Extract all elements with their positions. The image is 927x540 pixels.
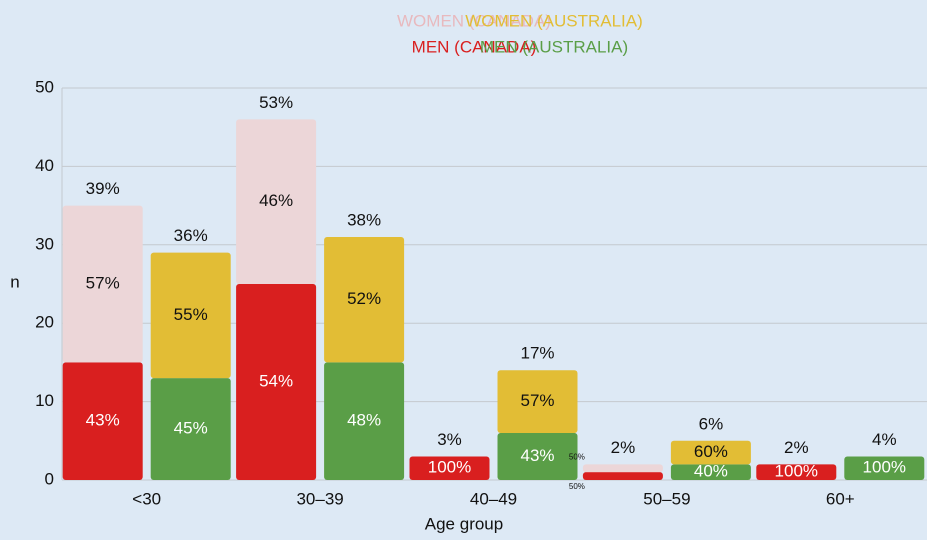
segment-label: 43% xyxy=(520,446,554,465)
x-tick-label: 40–49 xyxy=(470,489,517,508)
bar-segment xyxy=(497,432,578,480)
stack-total-label: 38% xyxy=(347,210,381,229)
legend-entry: WOMEN (CANADA) xyxy=(397,11,551,30)
bar-segment xyxy=(62,362,143,480)
segment-label: 57% xyxy=(520,391,554,410)
segment-label: 60% xyxy=(694,442,728,461)
stack-total-label: 2% xyxy=(784,438,809,457)
segment-label: 40% xyxy=(694,462,728,481)
stack-total-label: 53% xyxy=(259,93,293,112)
bar-segment xyxy=(324,362,405,480)
segment-label: 50% xyxy=(569,452,585,461)
segment-label: 43% xyxy=(86,411,120,430)
bar-segment xyxy=(670,440,751,465)
segment-label: 100% xyxy=(428,458,471,477)
legend-entry: MEN (CANADA) xyxy=(412,37,537,56)
bar-segment xyxy=(62,205,143,363)
bar-segment xyxy=(409,456,490,480)
y-tick-label: 30 xyxy=(35,234,54,253)
stack-total-label: 36% xyxy=(174,226,208,245)
segment-label: 48% xyxy=(347,411,381,430)
x-tick-label: 60+ xyxy=(826,489,855,508)
y-tick-label: 50 xyxy=(35,77,54,96)
y-axis-label: n xyxy=(10,272,19,291)
segment-label: 50% xyxy=(569,482,585,491)
y-tick-label: 40 xyxy=(35,156,54,175)
x-tick-label: 50–59 xyxy=(643,489,690,508)
bar-segment xyxy=(582,472,663,480)
segment-label: 55% xyxy=(174,305,208,324)
bar-segment xyxy=(236,284,317,480)
bar-segment xyxy=(150,252,231,379)
x-tick-label: <30 xyxy=(132,489,161,508)
bar-segment xyxy=(150,378,231,480)
segment-label: 100% xyxy=(863,458,906,477)
segment-label: 45% xyxy=(174,419,208,438)
segment-label: 46% xyxy=(259,191,293,210)
stack-total-label: 39% xyxy=(86,179,120,198)
stack-total-label: 3% xyxy=(437,430,462,449)
y-tick-label: 10 xyxy=(35,391,54,410)
bar-segment xyxy=(324,236,405,363)
legend-entry: MEN (AUSTRALIA) xyxy=(480,37,628,56)
stack-total-label: 17% xyxy=(520,344,554,363)
y-tick-label: 20 xyxy=(35,313,54,332)
legend-entry: WOMEN (AUSTRALIA) xyxy=(465,11,643,30)
stack-total-label: 6% xyxy=(699,414,724,433)
segment-label: 54% xyxy=(259,371,293,390)
x-tick-label: 30–39 xyxy=(296,489,343,508)
stack-total-label: 2% xyxy=(611,438,636,457)
bar-segment xyxy=(497,370,578,433)
x-axis-label: Age group xyxy=(425,514,503,533)
segment-label: 100% xyxy=(775,462,818,481)
y-tick-label: 0 xyxy=(45,469,54,488)
stack-total-label: 4% xyxy=(872,430,897,449)
bar-segment xyxy=(236,119,317,284)
segment-label: 52% xyxy=(347,289,381,308)
bar-segment xyxy=(756,464,837,480)
bar-segment xyxy=(844,456,925,480)
bar-segment xyxy=(670,464,751,480)
bar-segment xyxy=(582,464,663,473)
segment-label: 57% xyxy=(86,273,120,292)
